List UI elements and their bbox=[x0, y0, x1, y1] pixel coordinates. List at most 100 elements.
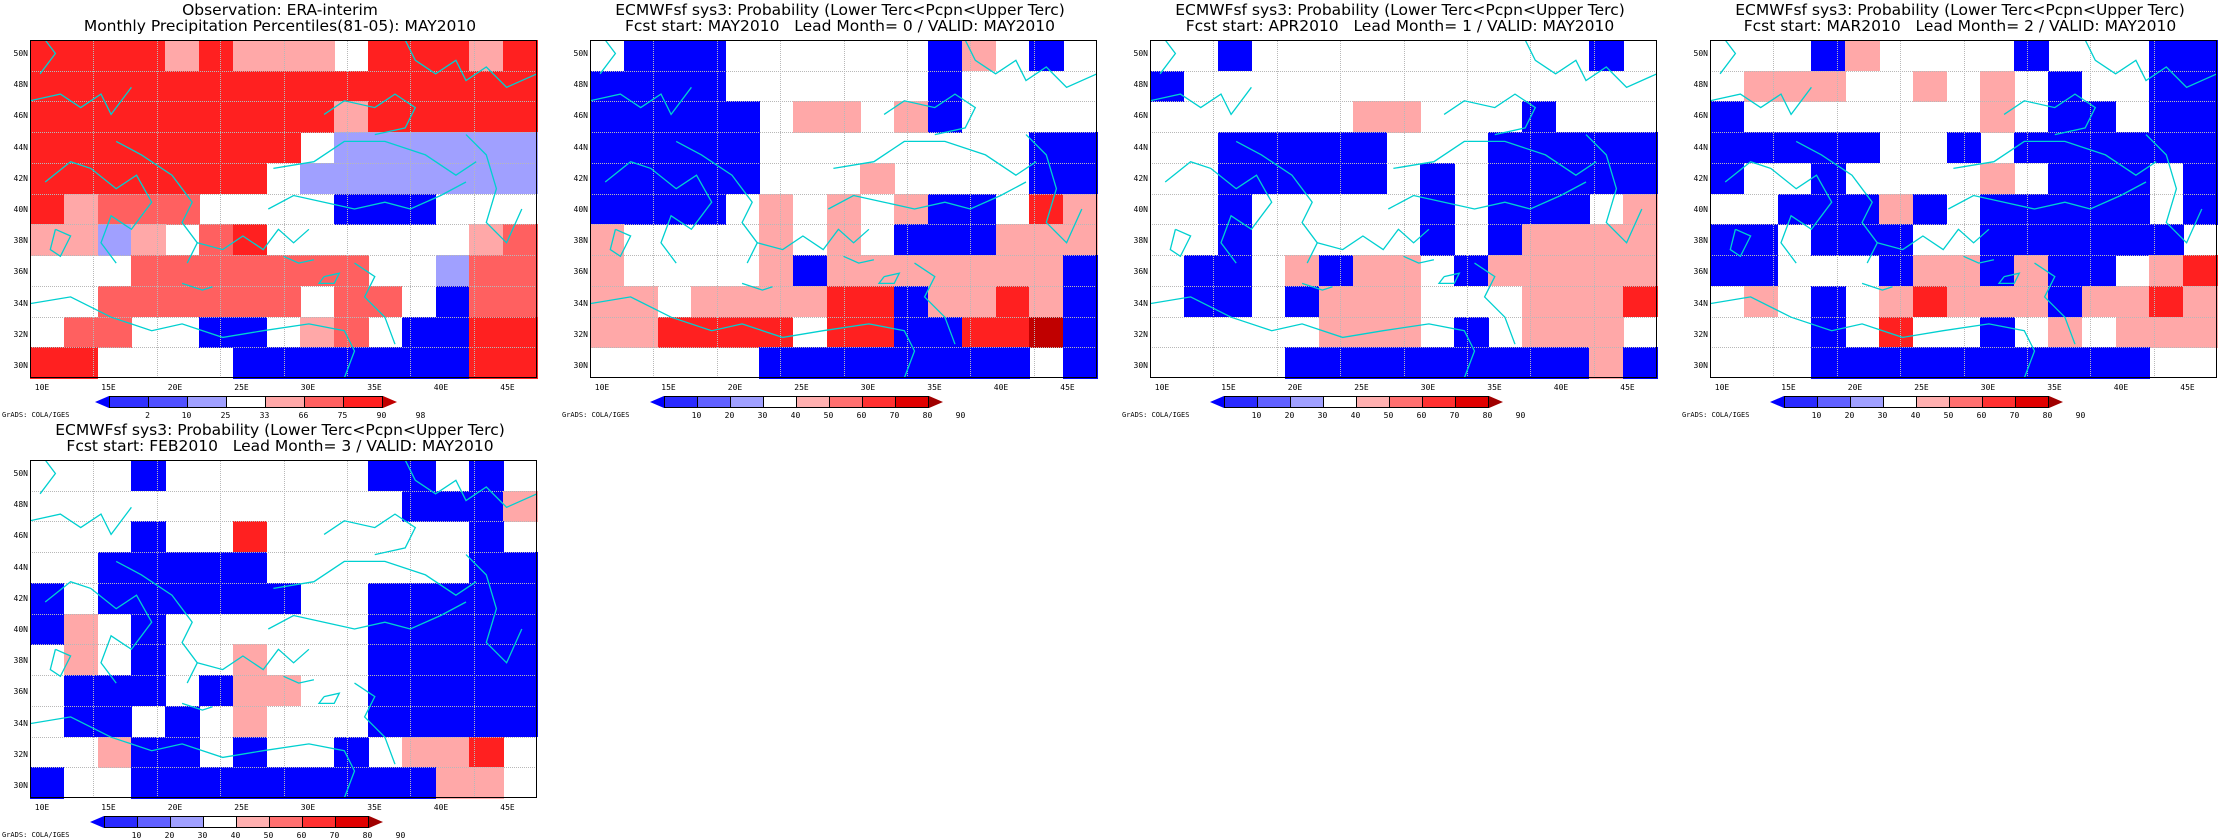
coastline bbox=[2145, 134, 2203, 244]
lat-label: 46N bbox=[573, 111, 588, 121]
grid-cell bbox=[469, 224, 504, 256]
grid-cell bbox=[1319, 162, 1354, 195]
grid-cell bbox=[1217, 224, 1252, 256]
grid-cell bbox=[2183, 193, 2218, 225]
grid-cell bbox=[435, 675, 470, 707]
grid-cell bbox=[1623, 162, 1658, 195]
coastline bbox=[1585, 134, 1643, 244]
grid-cell bbox=[300, 101, 335, 133]
colorbar-box bbox=[731, 396, 764, 408]
grid-cell bbox=[131, 767, 166, 799]
grid-cell bbox=[30, 132, 65, 164]
coastline bbox=[404, 460, 537, 509]
lat-label: 50N bbox=[13, 469, 28, 478]
coastline bbox=[273, 560, 477, 596]
lon-label: 10E bbox=[1154, 383, 1170, 392]
grid-cell bbox=[435, 705, 470, 738]
colorbar-box bbox=[1224, 396, 1258, 408]
grid-cell bbox=[63, 162, 99, 195]
colorbar-box bbox=[104, 816, 138, 828]
grid-cell bbox=[469, 285, 504, 318]
grid-cell bbox=[2149, 101, 2184, 133]
coastline bbox=[1997, 272, 2021, 285]
coastline bbox=[317, 272, 341, 285]
coastline bbox=[323, 93, 417, 136]
lat-label: 38N bbox=[1693, 236, 1708, 246]
grid-cell bbox=[1811, 285, 1846, 318]
grid-cell bbox=[368, 460, 403, 492]
grid-cell bbox=[232, 101, 268, 133]
gridline bbox=[1150, 255, 1657, 257]
lat-label: 50N bbox=[573, 49, 588, 58]
grid-cell bbox=[1217, 285, 1252, 318]
gridline bbox=[156, 40, 158, 378]
grid-cell bbox=[401, 767, 437, 799]
grid-cell bbox=[1555, 193, 1590, 225]
map-panel: ECMWFsf sys3: Probability (Lower Terc<Pc… bbox=[1680, 0, 2240, 420]
gridline bbox=[30, 285, 537, 287]
coastline bbox=[30, 716, 356, 798]
lat-label: 42N bbox=[573, 173, 588, 183]
grid-cell bbox=[2081, 162, 2117, 195]
colorbar-label: 70 bbox=[889, 411, 900, 420]
colorbar-box bbox=[204, 816, 237, 828]
colorbar-box bbox=[1324, 396, 1357, 408]
coastline bbox=[1164, 160, 1273, 264]
grid-cell bbox=[131, 582, 166, 615]
gridline bbox=[220, 40, 222, 378]
grid-cell bbox=[334, 767, 369, 799]
map-area bbox=[30, 460, 538, 799]
colorbar-end bbox=[650, 396, 664, 408]
grid-cell bbox=[928, 70, 963, 103]
colorbar-label: 20 bbox=[1284, 411, 1295, 420]
map-panel: ECMWFsf sys3: Probability (Lower Terc<Pc… bbox=[1120, 0, 1680, 420]
grid-cell bbox=[2183, 132, 2218, 164]
grid-cell bbox=[1029, 162, 1064, 195]
lat-label: 34N bbox=[13, 718, 28, 728]
lat-label: 48N bbox=[1693, 80, 1708, 90]
gridline bbox=[93, 460, 95, 798]
coastline bbox=[1387, 181, 1587, 210]
colorbar-box bbox=[797, 396, 830, 408]
gridline bbox=[1900, 40, 1902, 378]
grid-cell bbox=[1420, 162, 1455, 195]
lat-label: 34N bbox=[573, 298, 588, 308]
grid-cell bbox=[1980, 347, 2015, 379]
grid-cell bbox=[503, 224, 538, 256]
grid-cell bbox=[334, 193, 369, 225]
grid-cell bbox=[759, 224, 794, 256]
grid-cell bbox=[691, 316, 726, 348]
coastline bbox=[283, 675, 315, 684]
gridline bbox=[30, 705, 537, 707]
grid-cell bbox=[590, 101, 625, 133]
colorbar-label: 20 bbox=[1844, 411, 1855, 420]
grid-cell bbox=[368, 675, 403, 707]
lon-label: 15E bbox=[1781, 383, 1796, 392]
coastline bbox=[757, 228, 870, 251]
coastline bbox=[1169, 228, 1192, 258]
grid-cell bbox=[1063, 132, 1098, 164]
grid-cell bbox=[503, 552, 538, 584]
grid-cell bbox=[131, 552, 166, 584]
grid-cell bbox=[1811, 40, 1846, 72]
grid-cell bbox=[1811, 193, 1846, 225]
grid-cell bbox=[469, 70, 504, 103]
colorbar-box bbox=[830, 396, 863, 408]
lon-label: 10E bbox=[34, 803, 50, 812]
lon-label: 45E bbox=[500, 383, 515, 392]
grid-cell bbox=[300, 40, 335, 72]
grid-cell bbox=[1488, 347, 1523, 379]
grid-cell bbox=[1352, 255, 1388, 287]
colorbar-box bbox=[336, 816, 369, 828]
colorbar-box bbox=[171, 816, 204, 828]
grid-cell bbox=[1521, 224, 1557, 256]
grid-cell bbox=[199, 40, 234, 72]
grads-credit: GrADS: COLA/IGES bbox=[562, 411, 630, 419]
coastline bbox=[827, 181, 1027, 210]
grid-cell bbox=[1454, 347, 1489, 379]
colorbar-end bbox=[1489, 396, 1503, 408]
panel-title: ECMWFsf sys3: Probability (Lower Terc<Pc… bbox=[1175, 1, 1625, 19]
grid-cell bbox=[401, 162, 437, 195]
grid-cell bbox=[928, 224, 963, 256]
grid-cell bbox=[232, 347, 268, 379]
